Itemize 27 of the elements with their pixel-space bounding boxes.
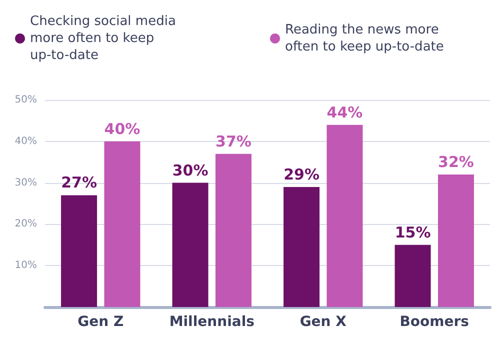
- bar: [104, 141, 140, 307]
- bar: [438, 174, 474, 307]
- bar: [394, 244, 431, 307]
- bar: [215, 154, 252, 307]
- y-tick-label: 30%: [14, 177, 37, 188]
- x-tick-label: Boomers: [400, 314, 469, 330]
- y-tick-label: 50%: [14, 94, 37, 106]
- y-tick-label: 40%: [14, 136, 37, 147]
- bar: [284, 186, 320, 307]
- data-label: 37%: [216, 132, 252, 150]
- data-label: 32%: [438, 153, 474, 172]
- bar: [61, 195, 98, 307]
- legend-label: Reading the news more often to keep up-to-date: [285, 22, 444, 54]
- x-tick-label: Gen Z: [78, 314, 124, 330]
- x-tick-label: Gen X: [300, 314, 347, 330]
- y-tick-label: 10%: [14, 260, 37, 272]
- y-tick-label: 20%: [14, 218, 37, 230]
- data-label: 27%: [61, 174, 97, 192]
- data-label: 15%: [394, 223, 431, 242]
- bar: [172, 182, 208, 307]
- x-tick-label: Millennials: [169, 314, 254, 330]
- legend-label: Checking social media more often to keep up-to-date: [30, 14, 180, 63]
- data-label: 40%: [104, 120, 140, 138]
- data-label: 44%: [326, 103, 363, 122]
- bar: [326, 124, 363, 307]
- data-label: 29%: [284, 165, 320, 184]
- data-label: 30%: [172, 161, 208, 180]
